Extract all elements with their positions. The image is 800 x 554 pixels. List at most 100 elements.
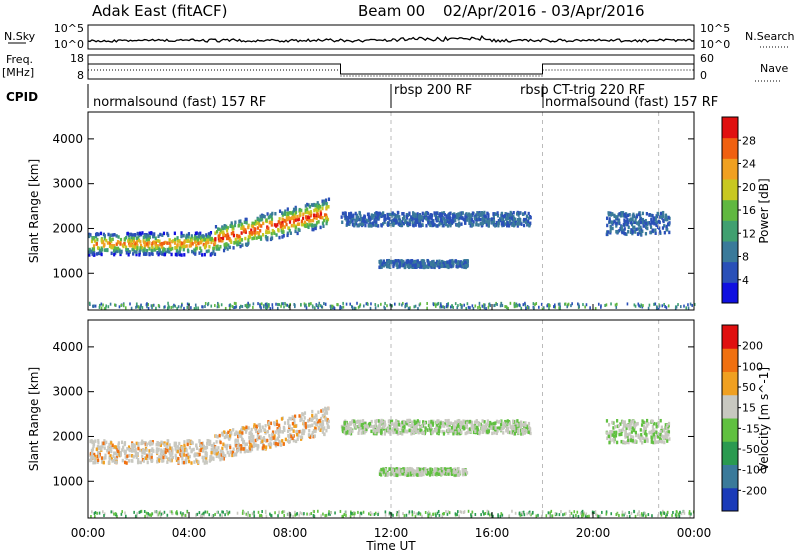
data-point (293, 208, 296, 212)
data-point (642, 513, 645, 517)
data-point (499, 304, 502, 308)
data-point (93, 452, 96, 457)
data-point (104, 306, 107, 310)
data-point (343, 421, 346, 426)
data-point (687, 306, 690, 310)
data-point (508, 219, 511, 223)
data-point (287, 513, 289, 517)
data-point (496, 213, 500, 218)
data-point (652, 432, 655, 437)
data-point (634, 433, 638, 438)
data-point (558, 306, 560, 310)
data-point (94, 511, 97, 515)
data-point (201, 441, 204, 446)
data-point (613, 440, 616, 444)
data-point (281, 211, 284, 215)
data-point (228, 453, 231, 457)
data-point (113, 456, 117, 460)
data-point (355, 213, 359, 218)
data-point (247, 235, 250, 239)
data-point (439, 305, 441, 309)
data-point (514, 221, 518, 225)
data-point (653, 302, 655, 306)
data-point (501, 220, 505, 224)
data-point (93, 253, 96, 257)
data-point (401, 212, 404, 216)
data-point (685, 306, 688, 310)
data-point (229, 450, 232, 454)
data-point (409, 260, 413, 265)
data-point (462, 467, 465, 472)
data-point (626, 302, 629, 306)
data-point (469, 306, 471, 310)
data-point (146, 242, 149, 246)
data-point (394, 468, 397, 472)
data-point (493, 304, 495, 308)
data-point (662, 509, 664, 513)
data-point (511, 419, 515, 424)
data-point (391, 304, 393, 308)
data-point (183, 513, 186, 517)
data-point (611, 433, 614, 437)
data-point (185, 448, 188, 453)
data-point (425, 264, 428, 269)
data-point (560, 510, 562, 514)
data-point (427, 468, 430, 473)
data-point (656, 225, 660, 229)
data-point (244, 304, 247, 308)
data-point (195, 443, 198, 448)
data-point (271, 211, 274, 216)
colorbar-tick-label: 28 (742, 134, 756, 147)
data-point (158, 458, 161, 462)
data-point (677, 303, 679, 307)
data-point (212, 450, 215, 455)
data-point (191, 242, 194, 246)
data-point (487, 220, 490, 225)
data-point (502, 431, 505, 435)
data-point (287, 440, 291, 444)
data-point (417, 215, 421, 219)
data-point (665, 437, 668, 441)
data-point (443, 221, 446, 226)
data-point (431, 264, 434, 268)
data-point (341, 426, 344, 430)
data-point (472, 430, 476, 435)
data-point (607, 422, 611, 427)
data-point (232, 246, 235, 250)
data-point (652, 220, 655, 224)
data-point (301, 431, 304, 436)
data-point (94, 304, 97, 308)
data-point (413, 305, 416, 309)
data-point (497, 420, 500, 424)
data-point (477, 306, 479, 310)
data-point (353, 306, 356, 310)
data-point (418, 426, 422, 430)
data-point (146, 454, 149, 458)
data-point (263, 214, 266, 219)
data-point (258, 514, 261, 518)
data-point (286, 303, 289, 307)
data-point (396, 511, 399, 515)
data-point (294, 510, 296, 514)
data-point (185, 456, 188, 461)
data-point (464, 260, 467, 265)
data-point (214, 224, 218, 229)
data-point (666, 228, 669, 232)
data-point (516, 218, 520, 222)
data-point (385, 428, 388, 433)
data-point (417, 307, 419, 311)
data-point (180, 453, 184, 457)
data-point (145, 248, 149, 253)
data-point (426, 301, 428, 305)
data-point (402, 221, 405, 226)
colorbar-swatch (722, 179, 738, 201)
data-point (259, 303, 261, 307)
data-point (638, 510, 640, 514)
data-point (321, 199, 324, 204)
data-point (369, 306, 372, 310)
data-point (650, 440, 653, 444)
data-point (444, 421, 447, 426)
data-point (504, 212, 507, 216)
data-point (101, 444, 104, 449)
data-point (465, 471, 469, 475)
